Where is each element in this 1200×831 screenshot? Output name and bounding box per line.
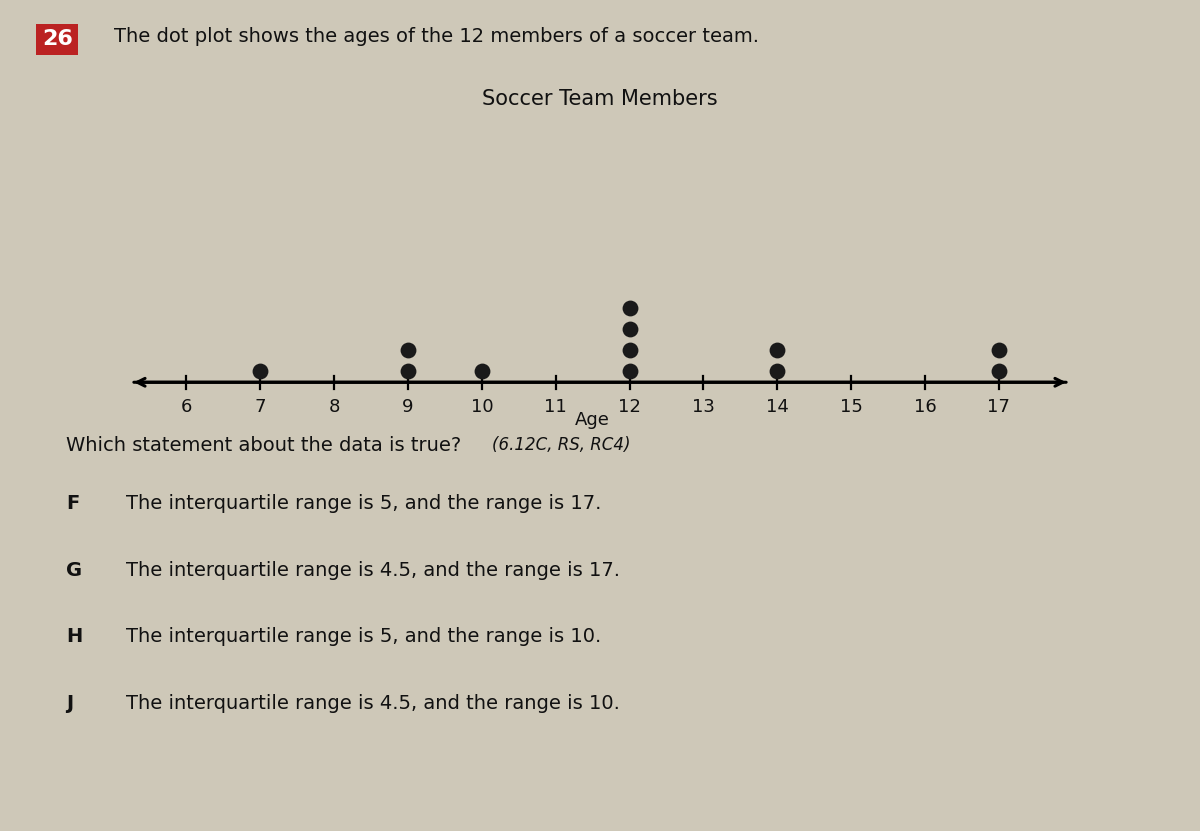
Text: 26: 26: [42, 29, 73, 49]
Point: [473, 364, 492, 377]
Text: 13: 13: [692, 398, 715, 416]
Text: 10: 10: [470, 398, 493, 416]
Point: [620, 322, 640, 335]
Point: [989, 364, 1008, 377]
Point: [989, 343, 1008, 356]
Text: F: F: [66, 494, 79, 514]
Point: [768, 364, 787, 377]
Text: 9: 9: [402, 398, 414, 416]
Text: Age: Age: [575, 411, 610, 429]
Text: The interquartile range is 4.5, and the range is 10.: The interquartile range is 4.5, and the …: [126, 694, 620, 713]
Point: [398, 343, 418, 356]
Text: G: G: [66, 561, 82, 580]
Point: [768, 343, 787, 356]
Text: 12: 12: [618, 398, 641, 416]
Text: Which statement about the data is true?: Which statement about the data is true?: [66, 436, 474, 455]
Text: 15: 15: [840, 398, 863, 416]
Text: The interquartile range is 5, and the range is 10.: The interquartile range is 5, and the ra…: [126, 627, 601, 647]
Text: 16: 16: [913, 398, 936, 416]
Point: [620, 364, 640, 377]
Text: 8: 8: [329, 398, 340, 416]
Point: [398, 364, 418, 377]
Text: J: J: [66, 694, 73, 713]
Text: 17: 17: [988, 398, 1010, 416]
Text: H: H: [66, 627, 83, 647]
Text: 6: 6: [181, 398, 192, 416]
Point: [620, 343, 640, 356]
Title: Soccer Team Members: Soccer Team Members: [482, 89, 718, 109]
Text: The interquartile range is 4.5, and the range is 17.: The interquartile range is 4.5, and the …: [126, 561, 620, 580]
Text: 14: 14: [766, 398, 788, 416]
Text: The dot plot shows the ages of the 12 members of a soccer team.: The dot plot shows the ages of the 12 me…: [114, 27, 760, 46]
Point: [251, 364, 270, 377]
Text: 7: 7: [254, 398, 266, 416]
Point: [620, 301, 640, 314]
Text: The interquartile range is 5, and the range is 17.: The interquartile range is 5, and the ra…: [126, 494, 601, 514]
Text: 11: 11: [545, 398, 568, 416]
Text: (6.12C, RS, RC4): (6.12C, RS, RC4): [492, 436, 630, 455]
